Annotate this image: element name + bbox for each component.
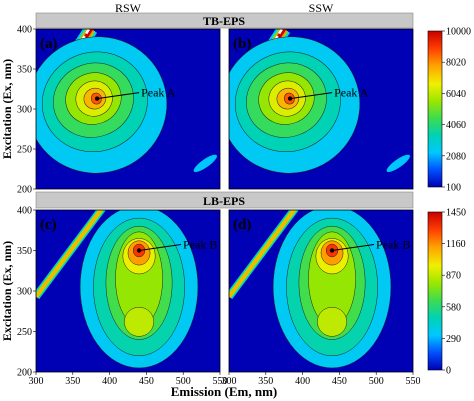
colorbar-gradient — [427, 211, 443, 371]
x-tick-label: 500 — [176, 376, 191, 387]
lower-lobe — [317, 306, 348, 337]
panel-letter: (d) — [233, 217, 251, 233]
peak-label: Peak B — [183, 238, 217, 252]
heatmap-field — [36, 210, 220, 372]
colorbar-tick-label: 4060 — [446, 120, 466, 131]
panel-letter: (a) — [40, 36, 58, 52]
row-header-lb-eps: LB-EPS — [203, 194, 245, 208]
secondary-feature — [386, 154, 410, 173]
x-tick-label: 400 — [295, 376, 310, 387]
colorbar-tick-label: 1450 — [446, 208, 466, 219]
y-tick-label: 350 — [17, 65, 32, 76]
colorbar-LB-EPS: 0 290 580 870 1160 1450 — [427, 208, 466, 377]
colorbar-tick-label: 100 — [446, 183, 461, 194]
heatmap-panel-c: Peak B (c) — [35, 209, 221, 373]
x-tick-label: 300 — [29, 376, 44, 387]
y-axis-label-top: Excitation (Ex, nm) — [0, 59, 14, 159]
x-tick-label: 500 — [369, 376, 384, 387]
y-axis-label-bottom: Excitation (Ex, nm) — [0, 241, 14, 341]
x-tick-label: 550 — [213, 376, 228, 387]
colorbar-tick-label: 8020 — [446, 58, 466, 69]
secondary-feature — [193, 154, 217, 173]
x-tick-label: 400 — [102, 376, 117, 387]
panel-letter: (b) — [233, 36, 251, 52]
colorbar-tick-label: 1160 — [446, 239, 466, 250]
column-title-ssw: SSW — [309, 1, 334, 15]
peak-marker — [287, 96, 293, 101]
y-tick-label: 300 — [17, 287, 32, 298]
colorbars: 100 2080 4060 6040 8020 10000 0 290 580 870 1160 14… — [427, 27, 471, 377]
heatmap-field — [229, 29, 413, 189]
y-tick-label: 400 — [17, 206, 32, 217]
heatmap-field — [229, 210, 413, 372]
x-axis-label: Emission (Em, nm) — [171, 384, 278, 399]
peak-leader-line — [331, 244, 375, 251]
x-tick-label: 450 — [332, 376, 347, 387]
peak-leader-line — [290, 92, 333, 100]
colorbar-tick-label: 2080 — [446, 151, 466, 162]
panel-frame — [228, 28, 414, 190]
peak-label: Peak A — [334, 86, 369, 100]
heatmap-panel-d: Peak B (d) — [228, 209, 414, 373]
x-tick-label: 450 — [139, 376, 154, 387]
colorbar-gradient — [427, 30, 443, 188]
y-tick-label: 200 — [17, 368, 32, 379]
heatmap-panel-b: Peak A (b) — [228, 28, 414, 190]
x-tick-label: 550 — [406, 376, 421, 387]
column-title-rsw: RSW — [115, 1, 142, 15]
y-tick-label: 250 — [17, 327, 32, 338]
y-tick-label: 400 — [17, 25, 32, 36]
peak-marker — [329, 248, 335, 253]
peak-leader-line — [97, 92, 140, 100]
scatter-band-2 — [36, 210, 103, 298]
panel-letter: (c) — [40, 217, 57, 233]
colorbar-tick-label: 580 — [446, 302, 461, 313]
y-tick-label: 200 — [17, 185, 32, 196]
y-tick-label: 350 — [17, 246, 32, 257]
colorbar-tick-label: 0 — [446, 366, 451, 377]
header-bar-lb-eps — [35, 191, 414, 209]
panel-frame — [228, 209, 414, 373]
x-tick-label: 300 — [222, 376, 237, 387]
y-tick-label: 300 — [17, 105, 32, 116]
colorbar-TB-EPS: 100 2080 4060 6040 8020 10000 — [427, 27, 471, 194]
peak-marker — [94, 96, 100, 101]
colorbar-tick-label: 10000 — [446, 27, 471, 38]
heatmap-field — [36, 29, 220, 189]
peak-label: Peak A — [141, 86, 176, 100]
header-bar-tb-eps — [35, 12, 414, 29]
colorbar-tick-label: 6040 — [446, 89, 466, 100]
row-header-tb-eps: TB-EPS — [203, 14, 245, 28]
colorbar-tick-label: 290 — [446, 334, 461, 345]
peak-label: Peak B — [376, 238, 410, 252]
heatmap-panel-a: Peak A (a) — [35, 28, 221, 190]
scatter-band-2 — [229, 210, 296, 298]
lower-lobe — [124, 306, 155, 337]
colorbar-tick-label: 870 — [446, 271, 461, 282]
peak-leader-line — [138, 244, 182, 251]
x-tick-label: 350 — [65, 376, 80, 387]
x-tick-label: 350 — [258, 376, 273, 387]
y-tick-label: 250 — [17, 145, 32, 156]
